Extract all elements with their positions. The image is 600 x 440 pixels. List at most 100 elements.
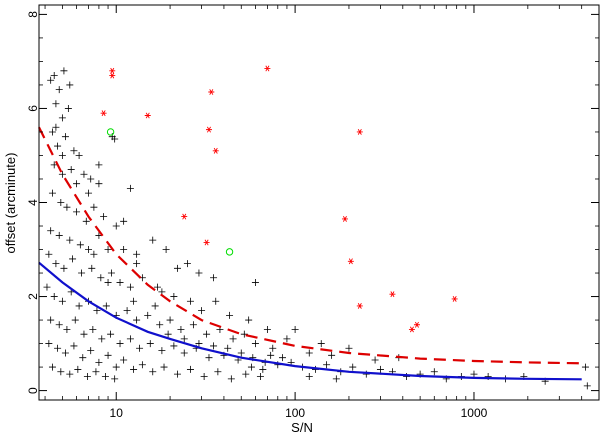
- plus-marker: [173, 370, 181, 378]
- plus-marker: [104, 351, 112, 359]
- x-tick-label: 10: [110, 406, 124, 420]
- asterisk-marker: [264, 65, 271, 72]
- asterisk-marker: [205, 126, 212, 133]
- plus-marker: [69, 255, 77, 263]
- x-axis-label: S/N: [291, 420, 313, 435]
- plus-marker: [75, 151, 83, 159]
- plus-marker: [130, 297, 138, 305]
- plus-marker: [112, 363, 120, 371]
- asterisk-marker: [109, 67, 116, 74]
- plus-marker: [269, 344, 277, 352]
- plus-marker: [256, 372, 264, 380]
- plus-marker: [183, 260, 191, 268]
- plus-marker: [73, 208, 81, 216]
- plus-marker: [87, 347, 95, 355]
- plus-marker: [229, 335, 237, 343]
- plus-marker: [55, 321, 63, 329]
- plus-marker: [224, 344, 232, 352]
- y-tick-label: 8: [26, 11, 40, 18]
- plus-marker: [48, 363, 56, 371]
- plus-marker: [149, 236, 157, 244]
- plus-marker: [214, 368, 222, 376]
- plus-marker: [52, 123, 60, 131]
- plus-marker: [75, 302, 83, 310]
- plus-marker: [170, 342, 178, 350]
- plus-marker: [198, 307, 206, 315]
- plus-marker: [97, 274, 105, 282]
- plus-marker: [88, 264, 96, 272]
- asterisk-marker: [212, 147, 219, 154]
- plus-marker: [470, 370, 478, 378]
- plus-marker: [166, 316, 174, 324]
- plus-marker: [63, 203, 71, 211]
- plus-marker: [349, 363, 357, 371]
- asterisk-marker: [347, 258, 354, 265]
- plus-marker: [323, 361, 331, 369]
- asterisk-marker: [144, 112, 151, 119]
- plus-marker: [136, 344, 144, 352]
- plot-frame: [38, 4, 600, 401]
- circle-marker: [225, 248, 234, 256]
- plus-marker: [50, 72, 58, 80]
- plus-marker: [85, 189, 93, 197]
- plus-marker: [70, 342, 78, 350]
- plus-marker: [67, 166, 75, 174]
- plus-marker: [151, 302, 159, 310]
- asterisk-marker: [356, 303, 363, 309]
- x-tick-label: 1000: [461, 406, 488, 420]
- plus-marker: [111, 375, 119, 383]
- plus-marker: [581, 363, 589, 371]
- plus-marker: [189, 321, 197, 329]
- plus-marker: [66, 81, 74, 89]
- asterisk-marker: [341, 216, 348, 222]
- plus-marker: [133, 250, 141, 258]
- plus-marker: [43, 283, 51, 291]
- plus-marker: [153, 283, 161, 291]
- plus-marker: [58, 151, 66, 159]
- plus-marker: [61, 349, 69, 357]
- plus-marker: [291, 325, 299, 333]
- plus-marker: [203, 330, 211, 338]
- plus-marker: [48, 189, 56, 197]
- circle-marker: [106, 128, 115, 136]
- y-tick-label: 4: [26, 199, 40, 206]
- plus-marker: [64, 104, 72, 112]
- plus-marker: [177, 325, 185, 333]
- plus-marker: [305, 349, 313, 357]
- x-tick-label: 100: [285, 406, 305, 420]
- plus-marker: [186, 365, 194, 373]
- plus-marker: [92, 368, 100, 376]
- plus-marker: [162, 246, 170, 254]
- plus-marker: [205, 354, 213, 362]
- plus-marker: [180, 349, 188, 357]
- plus-marker: [126, 283, 134, 291]
- plus-marker: [158, 347, 166, 355]
- plus-marker: [126, 335, 134, 343]
- plus-marker: [144, 311, 152, 319]
- plus-marker: [50, 293, 58, 301]
- plus-marker: [90, 250, 98, 258]
- plus-marker: [85, 246, 93, 254]
- plus-marker: [267, 351, 275, 359]
- plus-marker: [186, 297, 194, 305]
- plus-marker: [332, 375, 340, 383]
- plus-marker: [66, 236, 74, 244]
- plus-marker: [226, 311, 234, 319]
- plus-marker: [251, 278, 259, 286]
- plus-marker: [89, 325, 97, 333]
- plus-marker: [57, 368, 65, 376]
- plus-marker: [52, 260, 60, 268]
- plus-marker: [76, 241, 84, 249]
- plus-marker: [70, 147, 78, 155]
- plus-marker: [180, 335, 188, 343]
- plus-marker: [95, 180, 103, 188]
- plus-marker: [116, 278, 124, 286]
- plus-marker: [63, 325, 71, 333]
- plus-marker: [195, 340, 203, 348]
- plus-marker: [283, 335, 291, 343]
- asterisk-marker: [413, 321, 420, 328]
- y-tick-label: 0: [26, 387, 40, 394]
- plus-marker: [112, 222, 120, 230]
- plus-marker: [74, 365, 82, 373]
